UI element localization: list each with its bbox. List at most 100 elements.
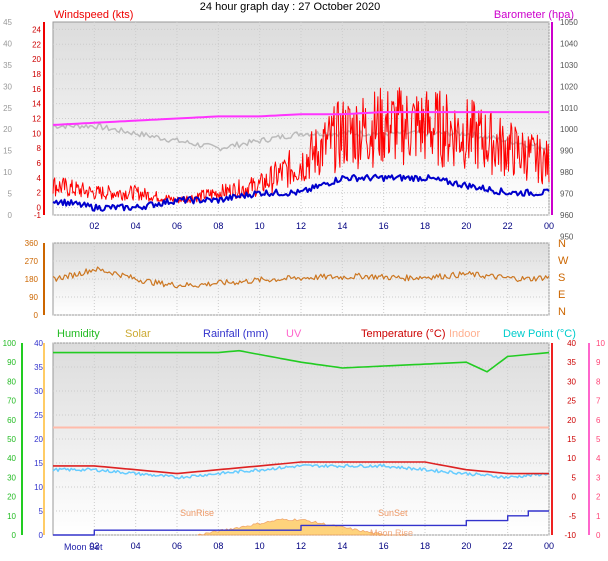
x-tick-label: 16 [379,221,389,231]
compass-label: E [558,289,565,301]
barometer-tick-label: 970 [560,190,574,199]
legend-rainfall: Rainfall (mm) [203,328,268,340]
y-tick-label: 14 [32,100,41,109]
uv-tick-label: 1 [596,512,601,521]
annotation-moonrise: Moon Rise [370,528,413,538]
compass-label: S [558,272,565,284]
legend-solar: Solar [125,328,151,340]
x-tick-label: 18 [420,221,430,231]
x-tick-label: 04 [131,541,141,551]
humidity-tick-label: 20 [7,493,16,502]
y-tick-label: 6 [37,159,42,168]
x-tick-label: 00 [544,541,554,551]
x-tick-label: 22 [503,221,513,231]
rainfall-tick-label: 15 [34,459,43,468]
y-tick-label: 22 [32,40,41,49]
y-tick-label: 8 [37,144,42,153]
wind-panel-series [52,87,550,212]
x-tick-label: 02 [89,541,99,551]
uv-tick-label: 4 [596,454,601,463]
outer-tick-label: 25 [3,104,12,113]
outer-tick-label: 20 [3,125,12,134]
direction-panel-grid [53,242,550,316]
x-tick-label: 08 [213,221,223,231]
annotation-sunset: SunSet [378,508,408,518]
barometer-tick-label: 980 [560,168,574,177]
direction-series-line [52,266,550,289]
climate-panel-grid [53,342,550,536]
rainfall-tick-label: 40 [34,339,43,348]
x-tick-label: 12 [296,221,306,231]
outer-tick-label: 10 [3,168,12,177]
barometer-tick-label: 1050 [560,18,578,27]
humidity-tick-label: 0 [12,531,17,540]
direction-tick-label: 360 [25,239,39,248]
direction-tick-label: 90 [29,293,38,302]
x-tick-label: 20 [461,221,471,231]
y-tick-label: 20 [32,55,41,64]
outer-tick-label: 30 [3,82,12,91]
humidity-tick-label: 10 [7,512,16,521]
graph-title: 24 hour graph day : 27 October 2020 [200,1,380,13]
temperature-series-line [53,461,549,475]
windspeed-series-line [52,87,550,204]
x-tick-label: 20 [461,541,471,551]
climate-series [52,349,550,536]
x-tick-label: 22 [503,541,513,551]
temperature-tick-label: 10 [567,454,576,463]
temperature-tick-label: 0 [572,493,577,502]
compass-label: W [558,255,569,267]
rainfall-tick-label: 0 [39,531,44,540]
y-tick-label: 10 [32,129,41,138]
annotation-sunrise: SunRise [180,508,214,518]
barometer-tick-label: 950 [560,232,574,241]
barometer-tick-label: 1030 [560,61,578,70]
rainfall-tick-label: 30 [34,387,43,396]
outer-scale-ticks: 0 5 10 15 20 25 30 35 40 45 [3,18,12,220]
uv-tick-label: 7 [596,397,601,406]
outer-tick-label: 0 [8,211,13,220]
direction-tick-label: 0 [34,311,39,320]
temperature-tick-label: 5 [572,473,577,482]
rainfall-series-line [53,510,549,536]
humidity-tick-label: 90 [7,358,16,367]
outer-tick-label: 45 [3,18,12,27]
legend-dewpoint: Dew Point (°C) [503,328,576,340]
y-tick-label: 18 [32,70,41,79]
barometer-axis-label: Barometer (hpa) [494,9,574,21]
x-tick-label: 02 [89,221,99,231]
barometer-tick-label: 1020 [560,82,578,91]
humidity-tick-label: 70 [7,397,16,406]
humidity-series-line [53,349,550,373]
barometer-series-line [52,111,549,126]
direction-tick-label: 270 [25,257,39,266]
x-tick-label: 08 [213,541,223,551]
barometer-tick-label: 990 [560,147,574,156]
barometer-tick-label: 1000 [560,125,578,134]
direction-axis-ticks: 0 90 180 270 360 [25,239,45,320]
gray-series-line [52,122,548,152]
temperature-tick-label: 40 [567,339,576,348]
humidity-tick-label: 40 [7,454,16,463]
y-tick-label: 0 [37,204,42,213]
legend-humidity: Humidity [57,328,100,340]
barometer-tick-label: 960 [560,211,574,220]
x-tick-label: 16 [379,541,389,551]
temperature-axis-ticks: -10 -5 0 5 10 15 20 25 30 35 40 [551,339,577,540]
y-tick-label: 2 [37,189,42,198]
humidity-tick-label: 80 [7,377,16,386]
temperature-tick-label: 25 [567,397,576,406]
temperature-tick-label: -10 [564,531,576,540]
outer-tick-label: 40 [3,39,12,48]
uv-tick-label: 6 [596,416,601,425]
uv-tick-label: 10 [596,339,605,348]
legend-uv: UV [286,328,302,340]
x-tick-label: 00 [544,221,554,231]
uv-tick-label: 8 [596,377,601,386]
uv-tick-label: 0 [596,531,601,540]
x-tick-label: 18 [420,541,430,551]
humidity-tick-label: 50 [7,435,16,444]
x-tick-label: 04 [131,221,141,231]
